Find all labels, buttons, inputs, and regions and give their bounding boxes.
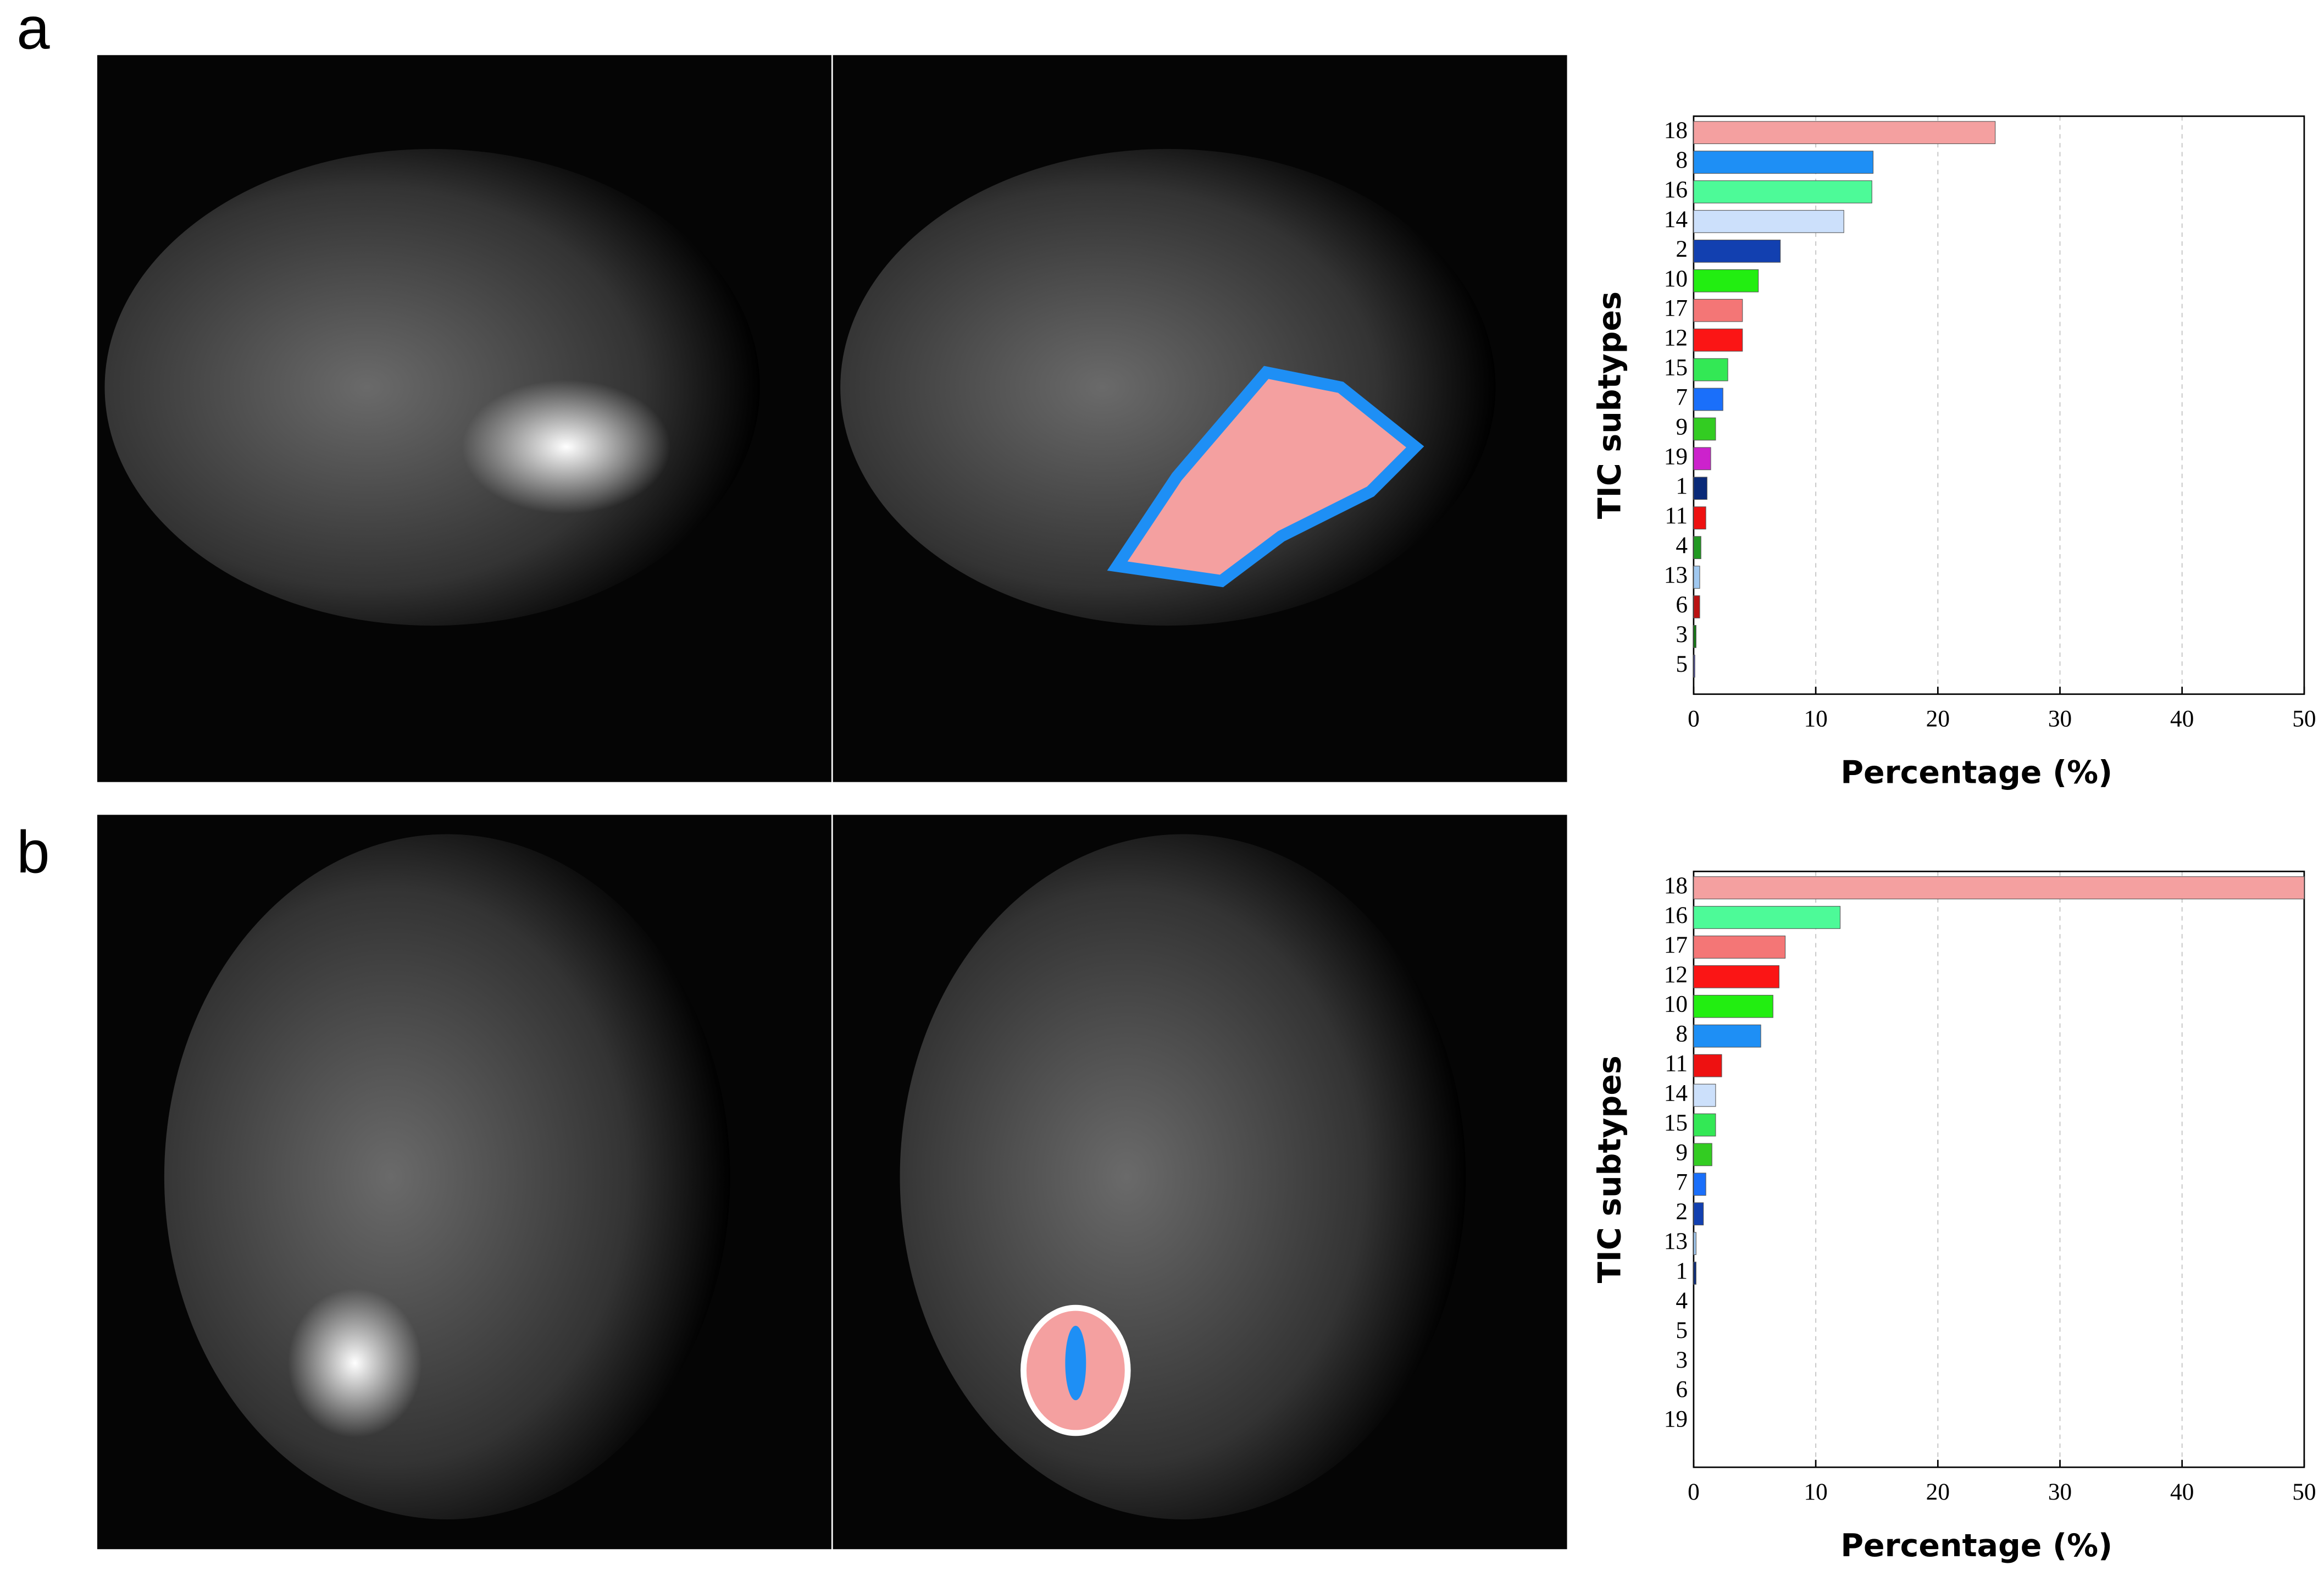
bar xyxy=(1693,210,1844,233)
bar xyxy=(1693,906,1841,929)
bar xyxy=(1693,654,1695,678)
bar xyxy=(1693,1113,1716,1137)
y-tick-label: 15 xyxy=(1664,355,1688,381)
y-tick-label: 16 xyxy=(1664,902,1688,928)
x-axis-label: Percentage (%) xyxy=(1840,1528,2112,1564)
y-tick-label: 11 xyxy=(1665,502,1688,529)
y-tick-label: 19 xyxy=(1664,1406,1688,1433)
bar xyxy=(1693,417,1716,441)
x-axis-label: Percentage (%) xyxy=(1840,755,2112,791)
mri-images xyxy=(97,55,1567,1550)
y-axis-label: TIC subtypes xyxy=(1591,1055,1628,1283)
bar xyxy=(1693,240,1781,263)
bar xyxy=(1693,477,1707,500)
y-tick-label: 9 xyxy=(1676,1139,1688,1165)
y-tick-label: 8 xyxy=(1676,147,1688,173)
bar xyxy=(1693,447,1711,471)
y-tick-label: 12 xyxy=(1664,325,1688,351)
y-tick-label: 12 xyxy=(1664,961,1688,988)
x-tick-label: 20 xyxy=(1926,706,1950,732)
x-tick-label: 30 xyxy=(2048,706,2072,732)
x-tick-label: 10 xyxy=(1804,706,1827,732)
bar xyxy=(1693,1202,1704,1226)
y-tick-label: 7 xyxy=(1676,1169,1688,1195)
bar xyxy=(1693,1143,1712,1166)
y-tick-label: 17 xyxy=(1664,295,1688,322)
y-tick-label: 6 xyxy=(1676,1376,1688,1403)
bar xyxy=(1693,328,1743,352)
bar xyxy=(1693,269,1759,292)
x-tick-label: 40 xyxy=(2170,1479,2194,1505)
bar xyxy=(1693,121,1996,145)
panel-label: a xyxy=(16,0,50,61)
x-tick-label: 40 xyxy=(2170,706,2194,732)
bar xyxy=(1693,1054,1722,1077)
bar xyxy=(1693,1083,1716,1107)
bar xyxy=(1693,151,1874,174)
bar xyxy=(1693,180,1872,203)
y-tick-label: 19 xyxy=(1664,443,1688,469)
bar xyxy=(1693,595,1700,618)
bar xyxy=(1693,1262,1696,1285)
x-tick-label: 0 xyxy=(1688,1479,1700,1505)
x-tick-label: 50 xyxy=(2292,706,2316,732)
x-tick-label: 50 xyxy=(2292,1479,2316,1505)
y-tick-label: 2 xyxy=(1676,1198,1688,1225)
y-tick-label: 7 xyxy=(1676,384,1688,410)
y-tick-label: 1 xyxy=(1676,473,1688,499)
y-tick-label: 18 xyxy=(1664,872,1688,899)
bar xyxy=(1693,506,1706,530)
y-tick-label: 3 xyxy=(1676,1347,1688,1373)
x-tick-label: 30 xyxy=(2048,1479,2072,1505)
bar xyxy=(1693,1173,1706,1196)
y-tick-label: 14 xyxy=(1664,1080,1688,1106)
panel-label: b xyxy=(16,819,49,885)
y-axis-label: TIC subtypes xyxy=(1591,291,1628,519)
y-tick-label: 5 xyxy=(1676,651,1688,677)
bar xyxy=(1693,876,2305,899)
y-tick-label: 2 xyxy=(1676,236,1688,262)
y-tick-label: 8 xyxy=(1676,1021,1688,1047)
bar xyxy=(1693,536,1701,559)
y-tick-label: 13 xyxy=(1664,562,1688,588)
bar xyxy=(1693,1024,1761,1048)
y-tick-label: 4 xyxy=(1676,532,1688,558)
bar xyxy=(1693,994,1773,1018)
y-tick-label: 6 xyxy=(1676,591,1688,618)
y-tick-label: 17 xyxy=(1664,932,1688,958)
bar xyxy=(1693,358,1728,381)
plot-frame xyxy=(1693,870,2305,1468)
x-tick-label: 20 xyxy=(1926,1479,1950,1505)
bar xyxy=(1693,566,1700,589)
y-tick-label: 4 xyxy=(1676,1287,1688,1314)
y-tick-label: 5 xyxy=(1676,1317,1688,1343)
y-tick-label: 3 xyxy=(1676,621,1688,648)
y-tick-label: 15 xyxy=(1664,1109,1688,1136)
y-tick-label: 14 xyxy=(1664,206,1688,233)
y-tick-label: 1 xyxy=(1676,1258,1688,1284)
y-tick-label: 16 xyxy=(1664,176,1688,203)
bar xyxy=(1693,298,1743,322)
x-tick-label: 0 xyxy=(1688,706,1700,732)
bar xyxy=(1693,936,1786,959)
x-tick-label: 10 xyxy=(1804,1479,1827,1505)
bar xyxy=(1693,965,1779,988)
y-tick-label: 9 xyxy=(1676,413,1688,440)
y-tick-label: 10 xyxy=(1664,266,1688,292)
y-tick-label: 13 xyxy=(1664,1228,1688,1254)
y-tick-label: 10 xyxy=(1664,991,1688,1018)
y-tick-label: 18 xyxy=(1664,117,1688,143)
y-tick-label: 11 xyxy=(1665,1050,1688,1077)
bar xyxy=(1693,625,1696,648)
bar xyxy=(1693,1232,1696,1256)
bar xyxy=(1693,388,1723,411)
